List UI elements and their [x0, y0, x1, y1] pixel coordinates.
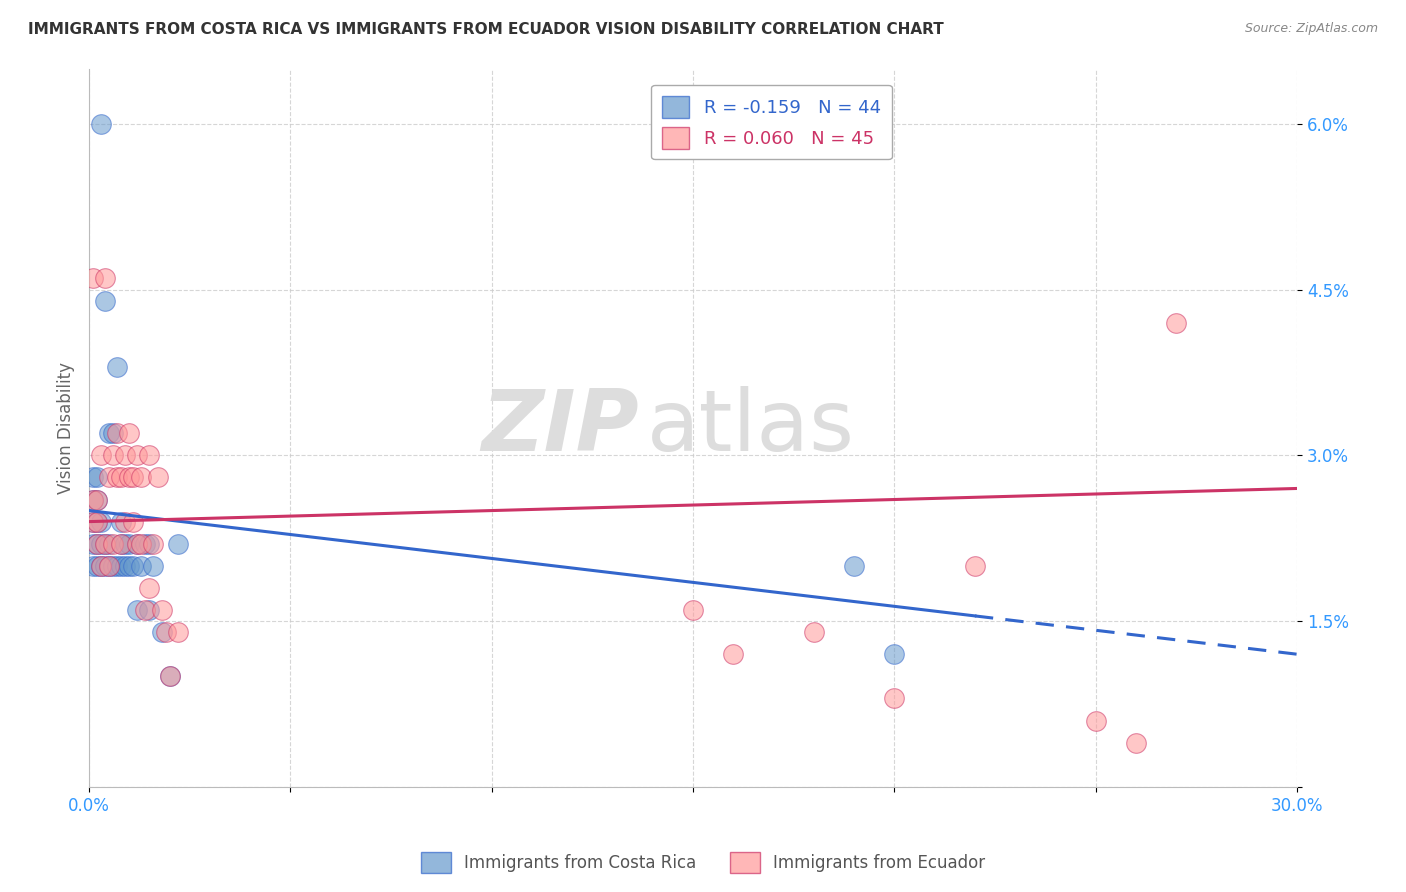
Point [86, 537, 108, 551]
Point [166, 625, 188, 640]
Point [94, 293, 117, 308]
Point [103, 537, 125, 551]
Point [803, 625, 825, 640]
Point [138, 537, 160, 551]
Point [110, 515, 132, 529]
Point [134, 603, 156, 617]
Point [103, 448, 125, 462]
Point [98, 537, 121, 551]
Point [82, 558, 104, 573]
Point [844, 558, 866, 573]
Point [94, 537, 117, 551]
Point [1125, 736, 1147, 750]
Point [114, 448, 136, 462]
Text: IMMIGRANTS FROM COSTA RICA VS IMMIGRANTS FROM ECUADOR VISION DISABILITY CORRELAT: IMMIGRANTS FROM COSTA RICA VS IMMIGRANTS… [28, 22, 943, 37]
Point [166, 537, 188, 551]
Point [82, 271, 104, 285]
Point [103, 426, 125, 441]
Point [86, 537, 108, 551]
Point [82, 492, 104, 507]
Point [94, 537, 117, 551]
Point [94, 558, 117, 573]
Point [131, 537, 153, 551]
Point [82, 515, 104, 529]
Point [159, 669, 181, 683]
Point [118, 558, 141, 573]
Point [118, 470, 141, 484]
Point [1084, 714, 1107, 728]
Point [105, 426, 128, 441]
Point [131, 558, 153, 573]
Text: Source: ZipAtlas.com: Source: ZipAtlas.com [1244, 22, 1378, 36]
Point [90, 558, 112, 573]
Point [122, 470, 145, 484]
Point [142, 558, 165, 573]
Point [86, 470, 108, 484]
Point [110, 470, 132, 484]
Point [146, 470, 169, 484]
Legend: Immigrants from Costa Rica, Immigrants from Ecuador: Immigrants from Costa Rica, Immigrants f… [415, 846, 991, 880]
Point [127, 537, 149, 551]
Point [90, 537, 112, 551]
Point [105, 558, 128, 573]
Point [155, 625, 177, 640]
Point [82, 470, 104, 484]
Point [82, 537, 104, 551]
Point [138, 581, 160, 595]
Point [98, 426, 121, 441]
Point [138, 448, 160, 462]
Point [127, 603, 149, 617]
Point [82, 492, 104, 507]
Point [1166, 316, 1188, 330]
Point [90, 117, 112, 131]
Point [86, 492, 108, 507]
Point [122, 558, 145, 573]
Point [114, 515, 136, 529]
Point [114, 558, 136, 573]
Point [86, 558, 108, 573]
Point [86, 515, 108, 529]
Point [110, 537, 132, 551]
Point [127, 448, 149, 462]
Point [142, 537, 165, 551]
Point [105, 470, 128, 484]
Point [110, 537, 132, 551]
Point [98, 558, 121, 573]
Point [110, 558, 132, 573]
Point [159, 669, 181, 683]
Point [98, 558, 121, 573]
Text: ZIP: ZIP [481, 386, 638, 469]
Point [103, 558, 125, 573]
Point [86, 515, 108, 529]
Point [98, 470, 121, 484]
Point [150, 625, 173, 640]
Point [134, 537, 156, 551]
Point [90, 558, 112, 573]
Point [131, 470, 153, 484]
Point [883, 691, 905, 706]
Point [118, 537, 141, 551]
Point [682, 603, 704, 617]
Point [90, 448, 112, 462]
Point [963, 558, 986, 573]
Point [82, 515, 104, 529]
Text: atlas: atlas [647, 386, 855, 469]
Point [94, 271, 117, 285]
Point [118, 426, 141, 441]
Point [127, 537, 149, 551]
Point [114, 537, 136, 551]
Point [122, 515, 145, 529]
Point [723, 647, 745, 661]
Point [105, 359, 128, 374]
Point [883, 647, 905, 661]
Legend: R = -0.159   N = 44, R = 0.060   N = 45: R = -0.159 N = 44, R = 0.060 N = 45 [651, 85, 891, 160]
Point [138, 603, 160, 617]
Point [90, 515, 112, 529]
Point [150, 603, 173, 617]
Point [86, 492, 108, 507]
Y-axis label: Vision Disability: Vision Disability [58, 361, 75, 493]
